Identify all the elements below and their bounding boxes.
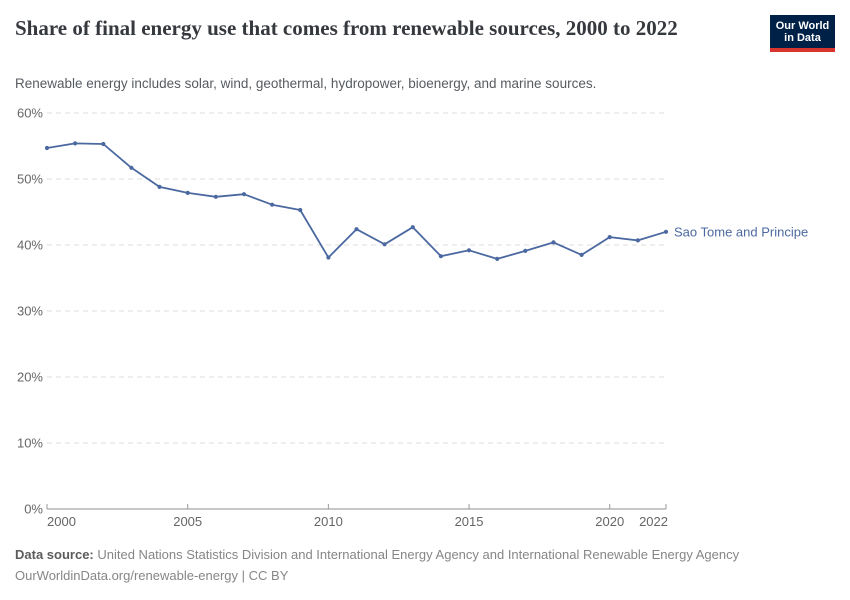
x-axis-tick-label: 2022 — [639, 514, 668, 529]
footer-license-line: OurWorldinData.org/renewable-energy | CC… — [15, 568, 288, 583]
data-point-marker[interactable] — [354, 227, 359, 232]
y-axis-tick-label: 50% — [17, 172, 43, 187]
data-point-marker[interactable] — [44, 145, 50, 151]
owid-logo-red-bar — [770, 48, 835, 52]
x-axis-tick-label: 2020 — [595, 514, 624, 529]
data-source-text: United Nations Statistics Division and I… — [93, 547, 740, 562]
chart-subtitle: Renewable energy includes solar, wind, g… — [15, 76, 597, 91]
data-point-marker[interactable] — [73, 141, 78, 146]
data-point-marker[interactable] — [410, 225, 415, 230]
owid-link[interactable]: OurWorldinData.org/renewable-energy — [15, 568, 239, 583]
data-point-marker[interactable] — [298, 207, 303, 213]
x-axis-tick-label: 2005 — [173, 514, 202, 529]
data-point-marker[interactable] — [579, 252, 584, 257]
x-axis-tick-label: 2000 — [47, 514, 76, 529]
data-point-marker[interactable] — [185, 190, 190, 195]
series-end-label[interactable]: Sao Tome and Principe — [674, 224, 808, 239]
y-axis-tick-label: 30% — [17, 304, 43, 319]
data-point-marker[interactable] — [635, 238, 641, 243]
y-axis-tick-label: 20% — [17, 370, 43, 385]
data-point-marker[interactable] — [213, 194, 218, 199]
data-point-marker[interactable] — [157, 184, 162, 189]
series-line[interactable] — [46, 142, 667, 260]
footer-divider: | — [238, 568, 249, 583]
data-point-marker[interactable] — [438, 254, 443, 259]
data-point-marker[interactable] — [326, 255, 331, 260]
data-point-marker[interactable] — [241, 192, 247, 197]
footer-source-line: Data source: United Nations Statistics D… — [15, 547, 739, 562]
owid-logo[interactable]: Our World in Data — [770, 15, 835, 48]
license-text: CC BY — [248, 568, 289, 583]
data-point-marker[interactable] — [523, 248, 528, 253]
data-point-marker[interactable] — [382, 242, 387, 247]
data-point-marker[interactable] — [466, 248, 472, 253]
data-point-marker[interactable] — [495, 256, 500, 261]
x-axis-tick-label: 2010 — [314, 514, 343, 529]
chart-title: Share of final energy use that comes fro… — [15, 16, 678, 40]
data-point-marker[interactable] — [551, 240, 556, 245]
x-axis-tick-label: 2015 — [455, 514, 484, 529]
y-axis-tick-label: 60% — [17, 106, 43, 121]
data-point-marker[interactable] — [129, 165, 134, 170]
y-axis-tick-label: 40% — [17, 238, 43, 253]
data-source-label: Data source: — [15, 547, 94, 562]
data-point-marker[interactable] — [663, 229, 669, 234]
data-point-marker[interactable] — [101, 141, 106, 147]
y-axis-tick-label: 0% — [24, 502, 43, 517]
y-axis-tick-label: 10% — [17, 436, 43, 451]
data-point-marker[interactable] — [607, 235, 612, 240]
owid-logo-line2: in Data — [784, 31, 821, 44]
data-point-marker[interactable] — [270, 202, 275, 207]
owid-logo-line1: Our World — [775, 19, 830, 32]
